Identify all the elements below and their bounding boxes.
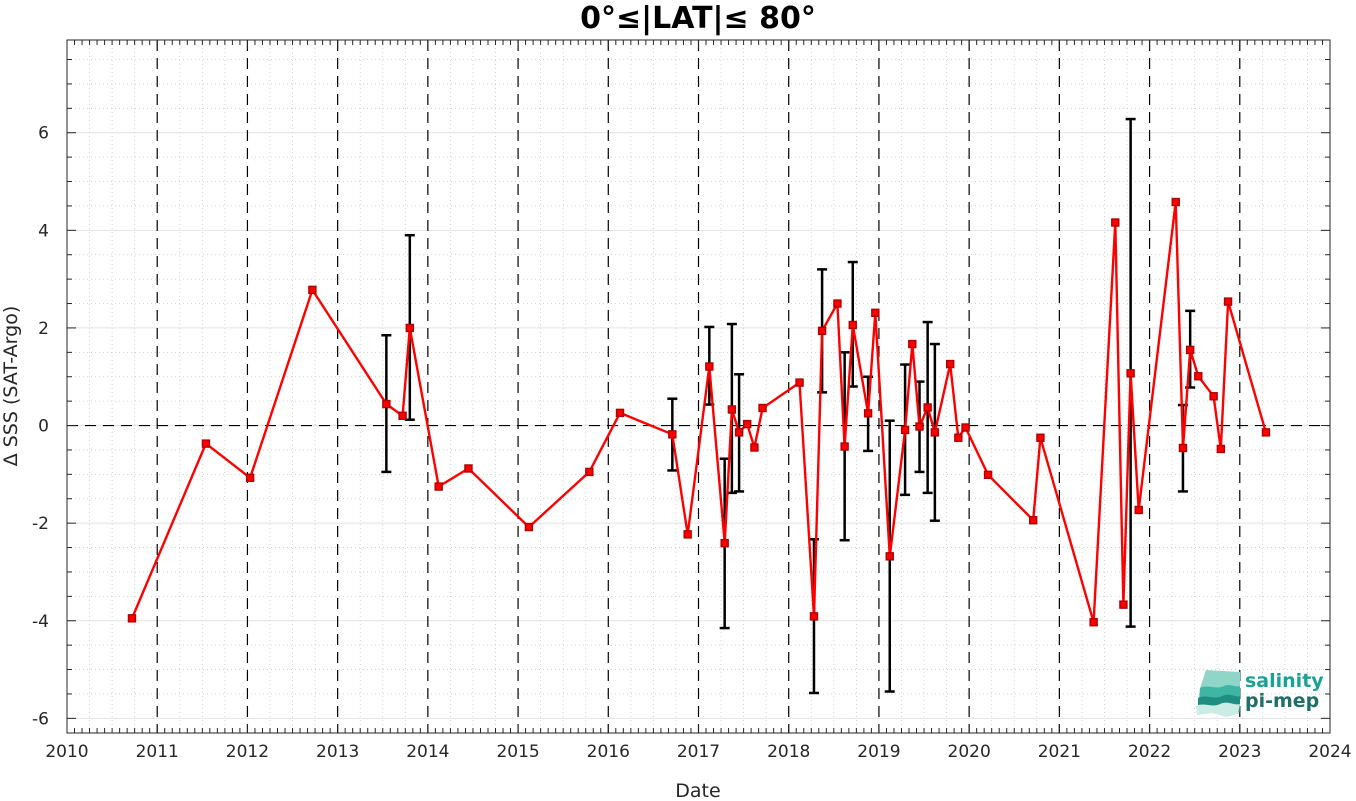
x-tick-label: 2014 <box>406 742 449 762</box>
data-point <box>1111 218 1120 227</box>
data-point <box>930 428 940 437</box>
data-point <box>683 530 692 539</box>
x-tick-label: 2016 <box>587 742 630 762</box>
data-point <box>245 473 255 482</box>
data-point <box>1209 392 1218 401</box>
plot-frame <box>66 39 1331 734</box>
data-point <box>382 399 391 409</box>
data-point <box>1185 345 1195 355</box>
data-point <box>720 538 729 548</box>
x-tick-label: 2019 <box>857 742 900 762</box>
data-point <box>1223 297 1233 306</box>
x-tick-label: 2012 <box>226 742 269 762</box>
salinity-pimep-logo: salinity pi-mep <box>1196 670 1324 717</box>
data-point <box>1171 197 1180 207</box>
data-point <box>398 411 407 420</box>
data-point <box>833 299 842 308</box>
data-point <box>405 323 415 333</box>
data-point <box>885 552 894 561</box>
data-point <box>817 326 827 336</box>
year-separators <box>156 40 1241 733</box>
logo-line2: pi-mep <box>1245 690 1319 712</box>
x-tick-label: 2015 <box>496 742 539 762</box>
wave-logo-icon <box>1196 670 1240 717</box>
data-point <box>524 522 534 532</box>
data-point <box>983 470 993 480</box>
data-point <box>809 612 819 621</box>
logo-line1: salinity <box>1245 670 1324 692</box>
y-tick-label: -4 <box>32 612 49 632</box>
x-tick-label: 2022 <box>1128 742 1171 762</box>
data-point <box>954 433 963 442</box>
data-point <box>668 430 677 439</box>
data-point <box>734 428 744 437</box>
x-tick-label: 2013 <box>316 742 359 762</box>
data-point <box>840 442 849 451</box>
data-point <box>585 467 594 477</box>
y-tick-label: 6 <box>38 124 49 144</box>
data-point <box>127 614 137 623</box>
data-point <box>1119 600 1128 609</box>
x-tick-labels: 2010 2011 2012 2013 2014 2015 2016 2017 2018 2019… <box>45 742 1351 762</box>
data-point <box>1089 618 1098 627</box>
data-point <box>308 285 317 295</box>
x-tick-label: 2024 <box>1308 742 1351 762</box>
data-point <box>961 423 970 432</box>
y-tick-label: 0 <box>38 417 49 437</box>
data-point <box>915 422 924 431</box>
data-point <box>945 359 955 369</box>
x-tick-label: 2021 <box>1038 742 1081 762</box>
data-point <box>863 409 873 418</box>
data-point <box>615 408 625 418</box>
data-point <box>743 419 752 429</box>
y-tick-label: 4 <box>38 221 49 241</box>
x-tick-label: 2017 <box>677 742 720 762</box>
x-tick-label: 2018 <box>767 742 810 762</box>
data-point <box>727 405 737 414</box>
data-point <box>1194 372 1203 381</box>
y-tick-labels: -6 -4 -2 0 2 4 6 <box>32 124 49 730</box>
y-tick-label: -2 <box>32 514 49 534</box>
data-markers <box>127 197 1271 627</box>
data-point <box>464 464 473 473</box>
x-tick-label: 2011 <box>136 742 179 762</box>
x-axis-label: Date <box>675 780 720 801</box>
data-point <box>705 362 714 371</box>
data-point <box>871 308 880 318</box>
data-point <box>758 403 767 413</box>
x-tick-label: 2023 <box>1218 742 1261 762</box>
data-point <box>434 482 443 491</box>
data-point <box>1216 444 1226 454</box>
data-point <box>750 443 759 452</box>
chart-title: 0°≤|LAT|≤ 80° <box>580 1 816 36</box>
data-point <box>201 439 211 448</box>
y-tick-label: 2 <box>38 319 49 339</box>
data-point <box>900 425 910 435</box>
x-tick-label: 2020 <box>948 742 991 762</box>
data-point <box>1036 433 1045 442</box>
y-tick-label: -6 <box>32 709 49 729</box>
axis-ticks <box>66 40 1331 733</box>
data-point <box>1028 516 1038 525</box>
data-point <box>848 320 857 330</box>
data-point <box>908 339 917 349</box>
data-point <box>795 378 804 387</box>
data-point <box>1134 505 1143 515</box>
data-point <box>1261 428 1271 437</box>
data-point <box>1126 369 1135 378</box>
data-point <box>1178 443 1188 453</box>
x-tick-label: 2010 <box>45 742 88 762</box>
series-line <box>130 200 1268 624</box>
data-point <box>923 403 932 412</box>
y-axis-label: Δ SSS (SAT-Argo) <box>0 306 22 466</box>
